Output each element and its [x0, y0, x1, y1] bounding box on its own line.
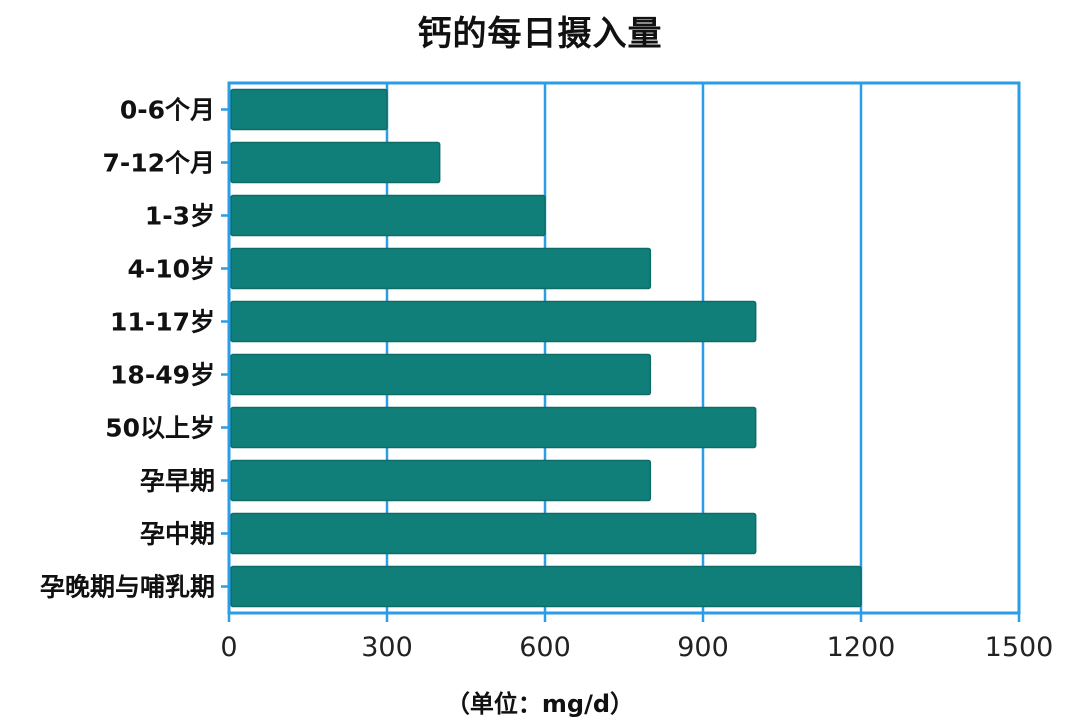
y-tick-label: 孕中期	[140, 520, 215, 549]
bar	[230, 459, 652, 502]
x-tick-label: 1500	[985, 632, 1054, 663]
bar	[230, 300, 757, 343]
bar	[230, 88, 388, 131]
y-tick-label: 1-3岁	[145, 202, 215, 231]
y-tick-label: 4-10岁	[127, 255, 215, 284]
bar	[230, 406, 757, 449]
x-axis-label: （单位：mg/d）	[445, 690, 635, 718]
y-tick-label: 孕早期	[140, 467, 215, 496]
plot-frame	[227, 81, 1021, 615]
x-tick-label: 600	[519, 632, 571, 663]
bar	[230, 247, 652, 290]
bar	[230, 512, 757, 555]
x-tick-label: 1200	[827, 632, 896, 663]
x-tick-label: 900	[677, 632, 729, 663]
bar	[230, 194, 546, 237]
bar	[230, 353, 652, 396]
y-tick-label: 7-12个月	[102, 149, 215, 178]
x-tick-label: 0	[220, 632, 237, 663]
y-tick-label: 11-17岁	[110, 308, 215, 337]
x-tick-label: 300	[361, 632, 413, 663]
y-tick-label: 0-6个月	[120, 96, 215, 125]
y-tick-label: 18-49岁	[110, 361, 215, 390]
y-tick-label: 孕晚期与哺乳期	[40, 573, 215, 602]
bar	[230, 141, 441, 184]
bar	[230, 565, 862, 608]
y-tick-label: 50以上岁	[105, 414, 215, 443]
chart-title: 钙的每日摄入量	[417, 14, 663, 54]
